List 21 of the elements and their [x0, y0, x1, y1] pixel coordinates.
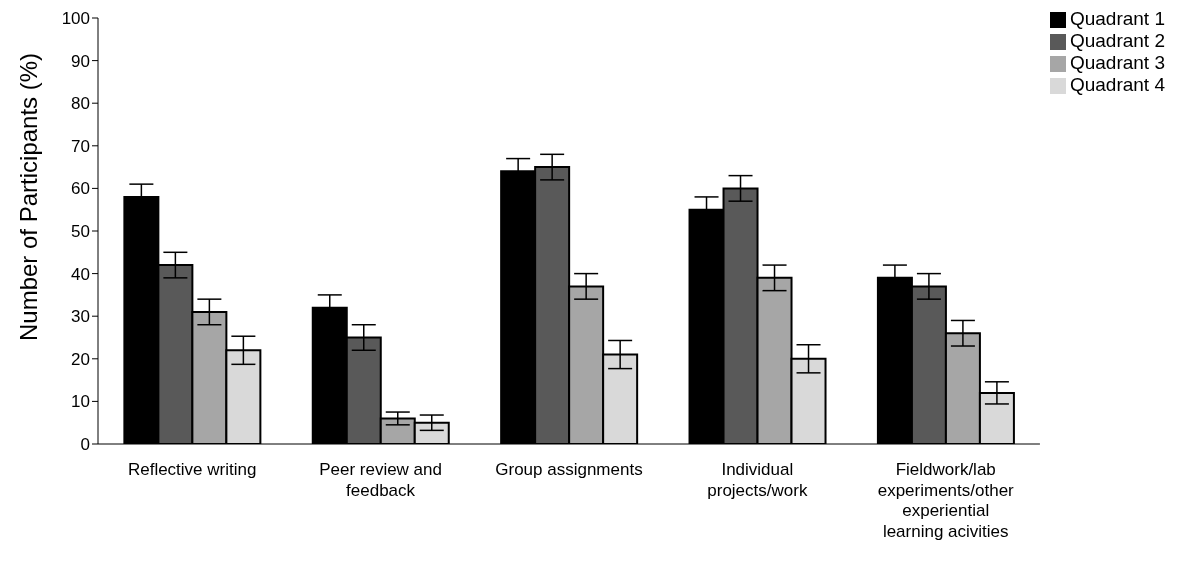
y-tick-label: 20: [71, 349, 90, 369]
y-tick-label: 80: [71, 94, 90, 114]
legend-label: Quadrant 1: [1069, 8, 1165, 29]
y-tick-label: 50: [71, 222, 90, 242]
x-tick-label: Group assignments: [495, 460, 643, 480]
y-tick-label: 90: [71, 51, 90, 71]
y-tick-label: 40: [71, 264, 90, 284]
x-tick-label: Fieldwork/lab experiments/other experiential learning acivities: [877, 460, 1015, 541]
legend-label: Quadrant 4: [1069, 74, 1165, 95]
y-tick-label: 0: [80, 435, 90, 455]
legend-label: Quadrant 2: [1069, 30, 1165, 51]
y-axis-title: Number of Participants (%): [14, 52, 42, 341]
y-tick-label: 100: [61, 9, 90, 29]
y-tick-label: 60: [71, 179, 90, 199]
x-tick-label: Individual projects/work: [707, 460, 808, 500]
y-tick-label: 10: [71, 392, 90, 412]
x-tick-label: Peer review and feedback: [319, 460, 442, 500]
y-tick-label: 30: [71, 307, 90, 327]
y-tick-label: 70: [71, 136, 90, 156]
legend-label: Quadrant 3: [1069, 52, 1165, 73]
x-tick-label: Reflective writing: [127, 460, 257, 480]
